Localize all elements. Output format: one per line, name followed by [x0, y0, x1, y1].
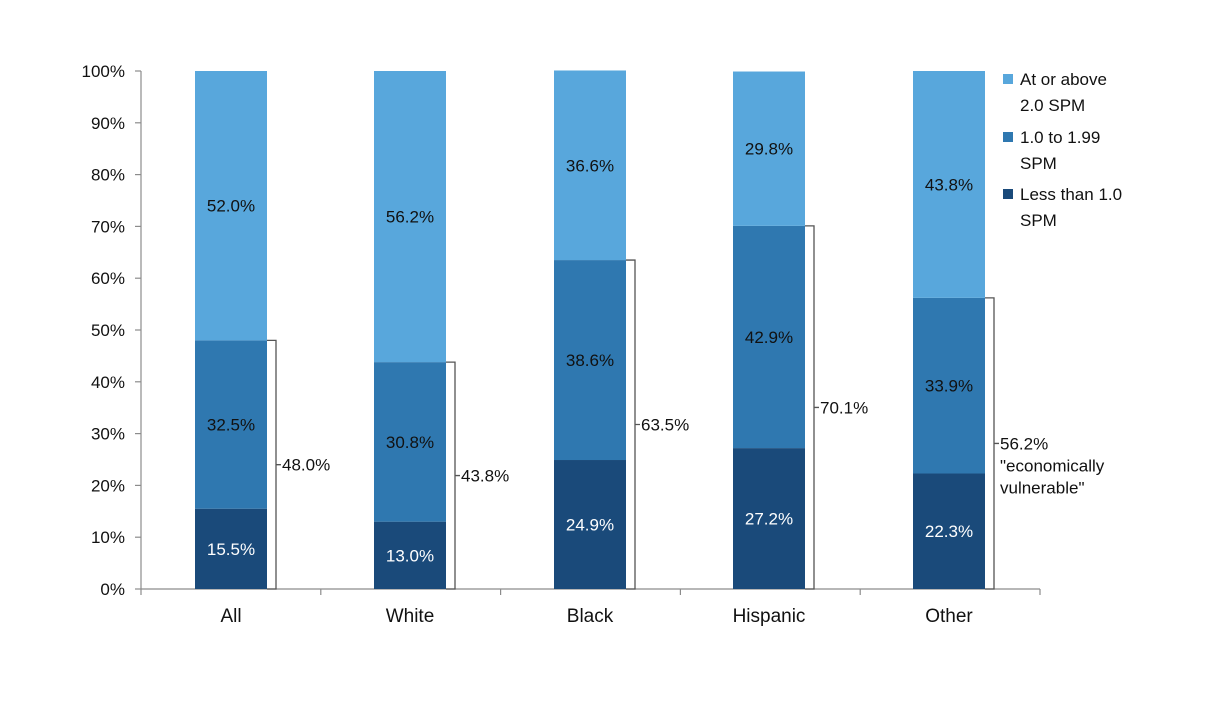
x-tick-label: Hispanic — [733, 606, 806, 627]
legend-label: 1.0 to 1.99 — [1020, 128, 1100, 147]
bar-segment — [733, 448, 805, 589]
bracket-label: 43.8% — [461, 467, 509, 486]
data-label: 15.5% — [207, 540, 255, 559]
y-tick-label: 60% — [91, 269, 125, 288]
legend-label: 2.0 SPM — [1020, 96, 1085, 115]
bar-segment — [195, 508, 267, 589]
bracket — [626, 259, 640, 590]
chart-brackets: 48.0% 43.8% 63.5% 70.1% 56.2% "economically vu… — [267, 225, 1105, 590]
data-label: 29.8% — [745, 140, 793, 159]
bar-segment — [554, 260, 626, 461]
legend-label: SPM — [1020, 211, 1057, 230]
chart-bars: 15.5% 32.5% 52.0% 13.0% 30.8% 56.2% 24.9% 38.6%… — [195, 70, 985, 589]
y-tick-label: 70% — [91, 217, 125, 236]
bracket-label: 63.5% — [641, 416, 689, 435]
bar-segment — [195, 340, 267, 509]
bracket-label: vulnerable" — [1000, 478, 1084, 497]
data-label: 30.8% — [386, 433, 434, 452]
y-tick-label: 50% — [91, 321, 125, 340]
data-label: 38.6% — [566, 351, 614, 370]
data-label: 22.3% — [925, 522, 973, 541]
bar-segment — [374, 362, 446, 522]
y-tick-label: 20% — [91, 476, 125, 495]
bar-segment — [733, 71, 805, 226]
bracket — [805, 225, 819, 590]
chart-axes: 0% 10% 20% 30% 40% 50% 60% 70% 80% 90% 100% All Whit… — [82, 62, 1041, 627]
bar-segment — [554, 70, 626, 261]
bracket — [985, 297, 999, 590]
x-tick-label: Black — [567, 606, 614, 627]
bar-segment — [195, 71, 267, 341]
legend-swatch — [1003, 74, 1013, 84]
data-label: 32.5% — [207, 416, 255, 435]
bracket-label: 70.1% — [820, 398, 868, 417]
y-tick-label: 40% — [91, 373, 125, 392]
legend-swatch — [1003, 189, 1013, 199]
bar-segment — [554, 460, 626, 589]
bar-segment — [374, 71, 446, 363]
data-label: 56.2% — [386, 208, 434, 227]
x-tick-label: Other — [925, 606, 973, 627]
data-label: 24.9% — [566, 516, 614, 535]
legend-swatch — [1003, 132, 1013, 142]
bar-segment — [913, 473, 985, 589]
bar-segment — [733, 225, 805, 449]
data-label: 27.2% — [745, 510, 793, 529]
y-tick-label: 90% — [91, 114, 125, 133]
legend-label: Less than 1.0 — [1020, 185, 1122, 204]
bracket-label: "economically — [1000, 456, 1105, 475]
x-tick-label: All — [220, 606, 241, 627]
bar-segment — [913, 71, 985, 298]
bar-segment — [913, 297, 985, 474]
data-label: 42.9% — [745, 328, 793, 347]
y-tick-label: 0% — [100, 580, 125, 599]
legend-label: SPM — [1020, 154, 1057, 173]
chart-legend: At or above 2.0 SPM 1.0 to 1.99 SPM Less tha… — [1003, 70, 1122, 230]
bracket — [446, 361, 460, 590]
data-label: 52.0% — [207, 197, 255, 216]
data-label: 33.9% — [925, 377, 973, 396]
y-tick-label: 80% — [91, 166, 125, 185]
bracket — [267, 339, 281, 590]
data-label: 43.8% — [925, 175, 973, 194]
legend-label: At or above — [1020, 70, 1107, 89]
x-tick-label: White — [386, 606, 435, 627]
y-tick-label: 30% — [91, 425, 125, 444]
bracket-label: 48.0% — [282, 456, 330, 475]
y-tick-label: 100% — [82, 62, 125, 81]
bar-segment — [374, 521, 446, 589]
bracket-label: 56.2% — [1000, 434, 1048, 453]
data-label: 36.6% — [566, 156, 614, 175]
data-label: 13.0% — [386, 546, 434, 565]
y-tick-label: 10% — [91, 528, 125, 547]
